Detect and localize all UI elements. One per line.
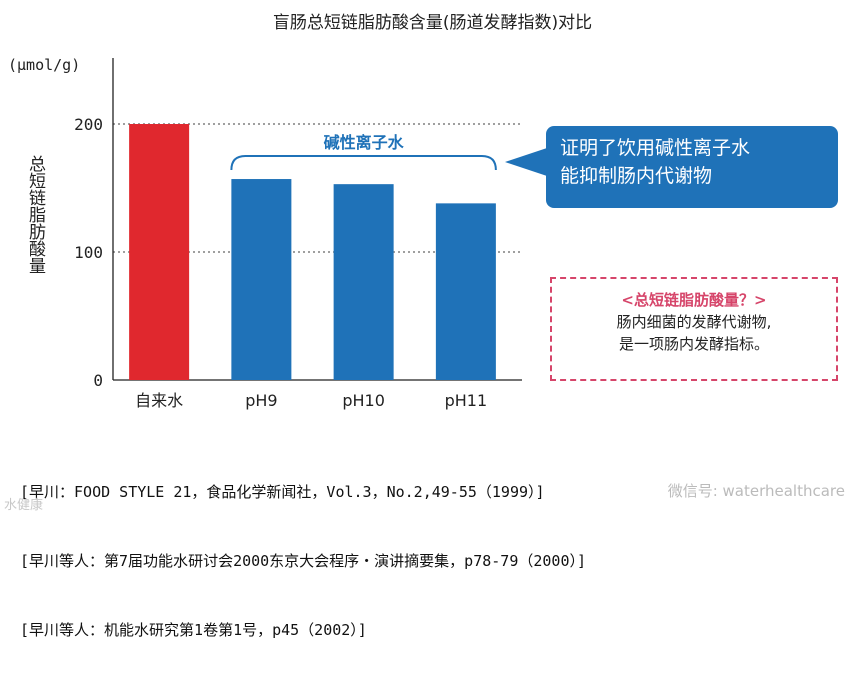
callout-box: 证明了饮用碱性离子水 能抑制肠内代谢物 [546,126,838,208]
info-box-heading: <总短链脂肪酸量？> [621,291,767,309]
info-box: <总短链脂肪酸量？> 肠内细菌的发酵代谢物, 是一项肠内发酵指标。 [550,277,838,381]
reference-3: [早川等人：机能水研究第1卷第1号，p45（2002）] [20,621,367,639]
bar-pH10 [333,184,394,380]
reference-2: [早川等人：第7届功能水研讨会2000东京大会程序・演讲摘要集，p78-79（2… [20,552,587,570]
info-box-line-2: 是一项肠内发酵指标。 [618,335,769,353]
y-tick-label: 0 [93,371,103,390]
watermark: 微信号: waterhealthcare [667,482,845,500]
group-label: 碱性离子水 [324,133,405,152]
x-tick-label: 自来水 [135,391,183,410]
x-tick-label: pH10 [342,391,385,410]
info-box-line-1: 肠内细菌的发酵代谢物, [616,313,772,331]
callout-line-2: 能抑制肠内代谢物 [560,165,713,187]
references: [早川：FOOD STYLE 21，食品化学新闻社，Vol.3，No.2,49-… [20,435,586,688]
chart: 盲肠总短链脂肪酸含量(肠道发酵指数)对比 (μmol/g) 总短链脂肪酸量 0 1… [4,13,845,639]
group-bracket [230,155,497,171]
bar-pH11 [435,203,496,380]
y-tick-label: 100 [74,243,103,262]
chart-title: 盲肠总短链脂肪酸含量(肠道发酵指数)对比 [272,13,593,33]
unit-label: (μmol/g) [8,56,81,74]
callout-line-1: 证明了饮用碱性离子水 [560,137,751,159]
reference-1: [早川：FOOD STYLE 21，食品化学新闻社，Vol.3，No.2,49-… [20,483,545,501]
plot-area: 0 100 200 自来水 pH9 pH10 pH11 碱性离子水 [74,58,522,410]
x-tick-label: pH9 [245,391,277,410]
bar-pH9 [231,179,292,380]
watermark-logo: 水健康 [4,498,44,513]
y-axis-label: 总短链脂肪酸量 [25,155,45,274]
x-tick-label: pH11 [445,391,488,410]
callout-tail [505,148,547,176]
bar-自来水 [129,124,190,380]
y-tick-label: 200 [74,115,103,134]
